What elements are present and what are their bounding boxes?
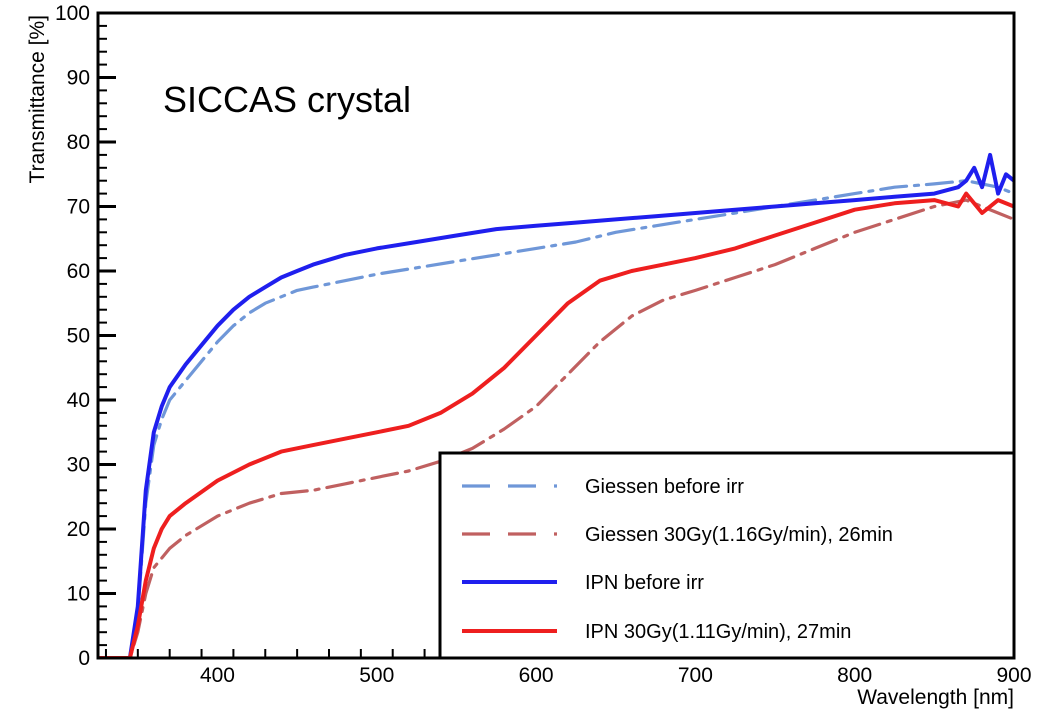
y-tick-label: 10 bbox=[67, 583, 90, 606]
legend-label-1: Giessen before irr bbox=[585, 476, 744, 498]
y-tick-label: 50 bbox=[67, 325, 90, 348]
series-line-2 bbox=[98, 198, 1014, 658]
y-tick-label: 100 bbox=[55, 2, 90, 25]
legend-label-4: IPN 30Gy(1.11Gy/min), 27min bbox=[585, 621, 851, 643]
series-line-4 bbox=[98, 191, 1014, 658]
plot-area bbox=[98, 152, 1014, 658]
legend-label-3: IPN before irr bbox=[585, 572, 704, 594]
series-line-1 bbox=[98, 179, 1014, 658]
chart-title: SICCAS crystal bbox=[163, 79, 411, 120]
legend-label-2: Giessen 30Gy(1.16Gy/min), 26min bbox=[585, 524, 893, 546]
x-tick-label: 900 bbox=[996, 664, 1031, 687]
x-tick-label: 500 bbox=[359, 664, 394, 687]
x-tick-label: 700 bbox=[678, 664, 713, 687]
y-tick-label: 0 bbox=[78, 647, 90, 670]
x-axis-title: Wavelength [nm] bbox=[857, 686, 1014, 709]
y-tick-label: 80 bbox=[67, 131, 90, 154]
y-tick-label: 70 bbox=[67, 196, 90, 219]
y-tick-label: 30 bbox=[67, 454, 90, 477]
x-tick-label: 400 bbox=[200, 664, 235, 687]
y-tick-label: 60 bbox=[67, 260, 90, 283]
series-line-3 bbox=[98, 152, 1014, 658]
y-tick-label: 20 bbox=[67, 518, 90, 541]
x-tick-label: 600 bbox=[519, 664, 554, 687]
y-axis-title: Transmittance [%] bbox=[26, 15, 49, 183]
y-tick-label: 90 bbox=[67, 67, 90, 90]
y-tick-label: 40 bbox=[67, 389, 90, 412]
x-tick-label: 800 bbox=[837, 664, 872, 687]
legend: Giessen before irr Giessen 30Gy(1.16Gy/mi… bbox=[438, 451, 1016, 660]
